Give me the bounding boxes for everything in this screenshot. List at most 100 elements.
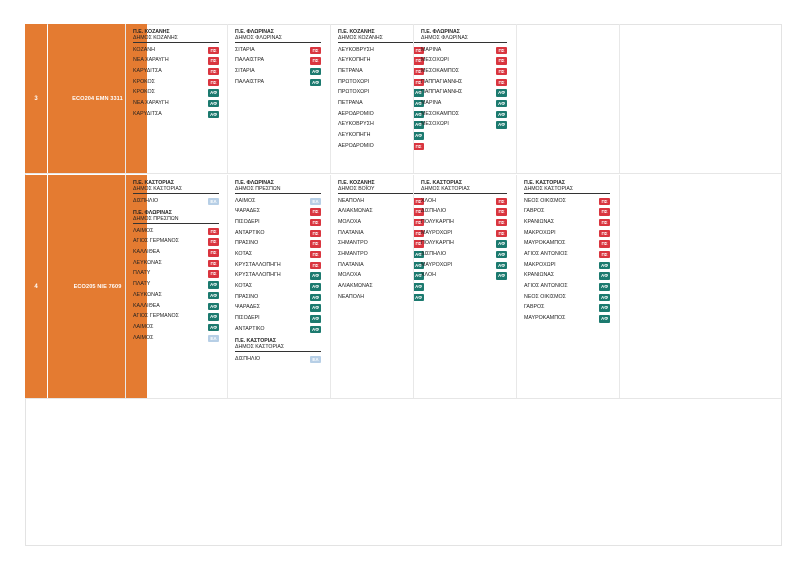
stop-row: ΠΟΛΥΚΑΡΠΗ ΑΦ <box>421 238 507 249</box>
stop-name: ΛΕΥΚΩΝΑΣ <box>133 259 162 266</box>
stop-row: ΚΡΑΝΙΩΝΑΣ ΠΣ <box>524 217 610 228</box>
stop-type-badge: ΑΦ <box>599 283 610 291</box>
stop-row: ΜΑΚΡΟΧΩΡΙ ΠΣ <box>524 228 610 239</box>
stop-name: ΜΑΡΙΝΑ <box>421 46 442 53</box>
stop-name: ΚΑΡΥΔΙΤΣΑ <box>133 67 162 74</box>
stop-row: ΑΓΙΟΣ ΓΕΡΜΑΝΟΣ ΠΣ <box>133 236 219 247</box>
stop-type-badge: ΠΣ <box>208 227 219 236</box>
stop-row: ΑΛΙΑΚΜΩΝΑΣ ΠΣ <box>338 206 424 217</box>
stop-type-badge: ΠΣ <box>208 259 219 268</box>
stop-type-badge: ΠΣ <box>310 208 321 216</box>
stop-name: ΛΕΥΚΟΠΗΓΗ <box>338 57 371 64</box>
stop-name: ΚΟΤΑΣ <box>235 283 253 289</box>
stop-type-badge: ΑΦ <box>208 323 219 332</box>
stop-type-badge: ΑΦ <box>599 293 610 302</box>
stop-name: ΚΑΛΛΙΘΕΑ <box>133 249 160 256</box>
stop-type-badge: ΠΣ <box>496 46 507 54</box>
stop-row: ΛΕΥΚΟΒΡΥΣΗ ΑΦ <box>338 119 424 130</box>
stop-type-badge: ΠΣ <box>496 67 507 76</box>
stop-group: Π.Ε. ΦΛΩΡΙΝΑΣ ΔΗΜΟΣ ΦΛΩΡΙΝΑΣ ΜΑΡΙΝΑ ΠΣ ΜΕΣΟΧ… <box>421 29 516 130</box>
stop-type-badge: ΑΦ <box>496 261 507 270</box>
stop-name: ΑΝΤΑΡΤΙΚΟ <box>235 229 265 236</box>
stop-type-badge: ΑΦ <box>413 89 424 97</box>
stops-column: Π.Ε. ΦΛΩΡΙΝΑΣ ΔΗΜΟΣ ΠΡΕΣΠΩΝ ΛΑΙΜΟΣ ΕΛ ΨΑΡΑΔΕ… <box>227 175 330 398</box>
stop-row: ΚΑΡΥΔΙΤΣΑ ΠΣ <box>133 66 219 77</box>
stop-name: ΛΑΙΜΟΣ <box>133 227 154 234</box>
stop-name: ΑΓΙΟΣ ΑΝΤΩΝΙΟΣ <box>524 250 568 257</box>
stop-row: ΝΕΟΣ ΟΙΚΙΣΜΟΣ ΠΣ <box>524 196 610 207</box>
stop-type-badge: ΕΛ <box>310 197 321 205</box>
stop-row: ΔΙΣΠΗΛΙΟ ΑΦ <box>421 249 507 260</box>
stop-name: ΔΙΣΠΗΛΙΟ <box>133 197 159 204</box>
stop-row: ΠΕΤΡΑΝΑ ΑΦ <box>338 98 424 109</box>
stop-type-badge: ΑΦ <box>208 99 219 108</box>
stop-name: ΠΑΛΑΙΣΤΡΑ <box>235 57 265 64</box>
stop-type-badge: ΑΦ <box>208 302 219 310</box>
vehicle-code: ECO205 ΝΙΕ 7609 <box>48 175 147 398</box>
stop-type-badge: ΠΣ <box>496 57 507 65</box>
route-row: 4 ECO205 ΝΙΕ 7609 Π.Ε. ΚΑΣΤΟΡΙΑΣ ΔΗΜΟΣ ΚΑΣΤ… <box>25 175 782 399</box>
stop-type-badge: ΠΣ <box>413 57 424 65</box>
stop-name: ΧΛΟΗ <box>421 272 436 279</box>
stop-name: ΑΕΡΟΔΡΟΜΙΟ <box>338 142 374 149</box>
stop-name: ΠΑΠΠΑΓΙΑΝΝΗΣ <box>421 78 463 85</box>
stop-row: ΑΓΙΟΣ ΓΕΡΜΑΝΟΣ ΑΦ <box>133 311 219 322</box>
stop-row: ΠΑΠΠΑΓΙΑΝΝΗΣ ΑΦ <box>421 87 507 98</box>
stop-row: ΠΑΠΠΑΓΙΑΝΝΗΣ ΠΣ <box>421 77 507 88</box>
stops-column: Π.Ε. ΚΟΖΑΝΗΣ ΔΗΜΟΣ ΚΟΖΑΝΗΣ ΛΕΥΚΟΒΡΥΣΗ ΠΣ ΛΕΥ… <box>330 24 424 173</box>
stop-type-badge: ΠΣ <box>208 46 219 54</box>
stop-row: ΑΕΡΟΔΡΟΜΙΟ ΑΦ <box>338 109 424 120</box>
prefecture-heading: Π.Ε. ΦΛΩΡΙΝΑΣ <box>133 210 172 217</box>
stop-row: ΠΛΑΤΥ ΑΦ <box>133 279 219 290</box>
stop-name: ΜΑΥΡΟΧΩΡΙ <box>421 229 453 236</box>
stops-column: Π.Ε. ΚΑΣΤΟΡΙΑΣ ΔΗΜΟΣ ΚΑΣΤΟΡΙΑΣ ΧΛΟΗ ΠΣ ΔΙΣΠΗ… <box>413 175 516 398</box>
stop-type-badge: ΑΦ <box>310 283 321 291</box>
stop-row: ΧΛΟΗ ΑΦ <box>421 270 507 281</box>
stop-name: ΜΑΚΡΟΧΩΡΙ <box>524 261 556 268</box>
stop-type-badge: ΕΛ <box>310 355 321 364</box>
stop-type-badge: ΠΣ <box>413 218 424 227</box>
stop-type-badge: ΠΣ <box>496 208 507 216</box>
stop-type-badge: ΠΣ <box>599 218 610 227</box>
stop-row: ΚΑΛΛΙΘΕΑ ΠΣ <box>133 247 219 258</box>
stop-name: ΚΑΡΥΔΙΤΣΑ <box>133 110 162 117</box>
stop-type-badge: ΑΦ <box>599 261 610 270</box>
stop-row: ΨΑΡΑΔΕΣ ΠΣ <box>235 206 321 217</box>
municipality-heading: ΔΗΜΟΣ ΚΟΖΑΝΗΣ <box>133 35 219 43</box>
stop-type-badge: ΠΣ <box>310 46 321 54</box>
stop-name: ΚΡΑΝΙΩΝΑΣ <box>524 218 555 225</box>
stop-type-badge: ΑΦ <box>208 89 219 97</box>
stop-name: ΜΑΡΙΝΑ <box>421 99 442 106</box>
stop-row: ΣΙΤΑΡΙΑ ΑΦ <box>235 66 321 77</box>
stop-name: ΚΡΥΣΤΑΛΛΟΠΗΓΗ <box>235 272 281 279</box>
stop-row: ΜΑΥΡΟΚΑΜΠΟΣ ΠΣ <box>524 238 610 249</box>
stop-row: ΝΕΑΠΟΛΗ ΠΣ <box>338 196 424 207</box>
stop-row: ΠΙΣΟΔΕΡΙ ΑΦ <box>235 313 321 324</box>
stop-type-badge: ΕΛ <box>208 334 219 343</box>
stop-type-badge: ΑΦ <box>413 272 424 280</box>
stop-name: ΓΑΒΡΟΣ <box>524 304 545 311</box>
stop-name: ΔΙΣΠΗΛΙΟ <box>421 208 447 215</box>
stop-row: ΚΡΟΚΟΣ ΠΣ <box>133 77 219 88</box>
stop-type-badge: ΠΣ <box>496 197 507 205</box>
stop-type-badge: ΑΦ <box>496 99 507 108</box>
stop-name: ΠΛΑΤΥ <box>133 270 151 277</box>
stop-row: ΜΕΣΟΚΑΜΠΟΣ ΑΦ <box>421 109 507 120</box>
stop-row: ΛΕΥΚΩΝΑΣ ΠΣ <box>133 258 219 269</box>
stop-row: ΛΑΙΜΟΣ ΠΣ <box>133 226 219 237</box>
stop-name: ΝΕΟΣ ΟΙΚΙΣΜΟΣ <box>524 293 566 300</box>
stops-column <box>516 24 619 173</box>
stop-row: ΠΑΛΑΙΣΤΡΑ ΠΣ <box>235 55 321 66</box>
stop-row: ΠΕΤΡΑΝΑ ΠΣ <box>338 66 424 77</box>
stop-name: ΛΑΙΜΟΣ <box>133 334 154 341</box>
stop-type-badge: ΠΣ <box>496 78 507 87</box>
stop-row: ΠΡΑΣΙΝΟ ΑΦ <box>235 292 321 303</box>
stop-row: ΚΡΥΣΤΑΛΛΟΠΗΓΗ ΑΦ <box>235 270 321 281</box>
stop-name: ΛΕΥΚΟΒΡΥΣΗ <box>338 121 374 128</box>
stop-type-badge: ΠΣ <box>413 240 424 248</box>
stop-row: ΠΡΩΤΟΧΩΡΙ ΑΦ <box>338 87 424 98</box>
stop-row: ΚΡΑΝΙΩΝΑΣ ΑΦ <box>524 270 610 281</box>
stop-name: ΠΟΛΥΚΑΡΠΗ <box>421 240 454 247</box>
stop-row: ΛΕΥΚΟΠΗΓΗ ΑΦ <box>338 130 424 141</box>
stop-name: ΠΑΠΠΑΓΙΑΝΝΗΣ <box>421 89 463 96</box>
